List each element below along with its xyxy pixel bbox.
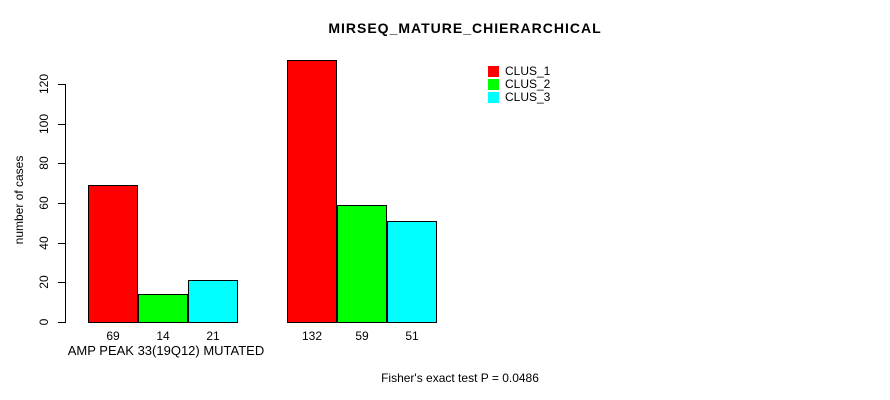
bar-value-label: 14 <box>156 329 170 343</box>
y-axis-tick-label: 20 <box>37 275 51 289</box>
bar-clus_2-group2 <box>337 205 387 323</box>
bar-value-label: 69 <box>106 329 120 343</box>
legend-swatch-clus_2 <box>488 79 499 90</box>
bar-clus_3-group1 <box>188 280 238 323</box>
fisher-annotation: Fisher's exact test P = 0.0486 <box>381 371 539 385</box>
y-axis-line <box>65 84 66 323</box>
y-axis-tick <box>58 163 65 164</box>
chart-title: MIRSEQ_MATURE_CHIERARCHICAL <box>328 20 602 36</box>
bar-clus_3-group2 <box>387 221 437 323</box>
y-axis-tick <box>58 322 65 323</box>
bar-value-label: 51 <box>405 329 419 343</box>
y-axis-tick-label: 0 <box>37 318 51 326</box>
y-axis-tick <box>58 203 65 204</box>
bar-clus_1-group2 <box>287 60 337 323</box>
y-axis-tick <box>58 124 65 125</box>
legend-label: CLUS_1 <box>505 64 551 78</box>
bar-clus_2-group1 <box>138 294 188 323</box>
y-axis-tick-label: 40 <box>37 236 51 250</box>
y-axis-tick-label: 80 <box>37 156 51 170</box>
y-axis-tick-label: 100 <box>37 113 51 135</box>
legend-swatch-clus_1 <box>488 66 499 77</box>
y-axis-label: number of cases <box>12 155 26 245</box>
legend-swatch-clus_3 <box>488 92 499 103</box>
y-axis-tick <box>58 282 65 283</box>
x-group-label: AMP PEAK 33(19Q12) MUTATED <box>67 343 265 358</box>
y-axis-tick <box>58 84 65 85</box>
bar-value-label: 21 <box>206 329 220 343</box>
y-axis-tick <box>58 243 65 244</box>
bar-value-label: 59 <box>355 329 369 343</box>
legend-label: CLUS_3 <box>505 90 551 104</box>
legend-label: CLUS_2 <box>505 77 551 91</box>
y-axis-tick-label: 120 <box>37 73 51 95</box>
bar-value-label: 132 <box>301 329 323 343</box>
bar-clus_1-group1 <box>88 185 138 323</box>
y-axis-tick-label: 60 <box>37 196 51 210</box>
